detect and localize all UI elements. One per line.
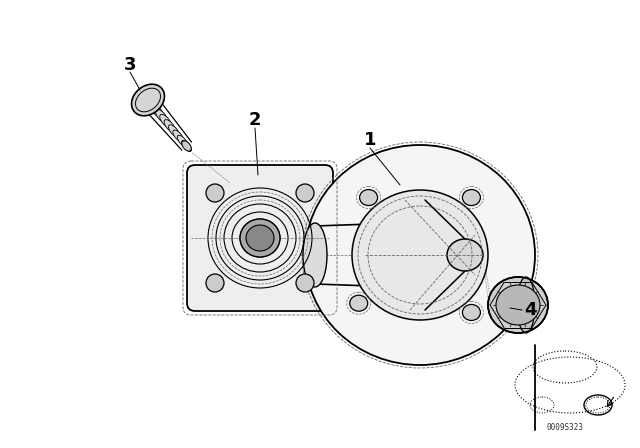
Text: 1: 1 [364, 131, 376, 149]
Text: 0009S323: 0009S323 [547, 422, 584, 431]
Ellipse shape [463, 190, 481, 206]
Ellipse shape [496, 285, 540, 325]
Ellipse shape [164, 120, 175, 133]
Ellipse shape [160, 114, 172, 128]
Ellipse shape [246, 225, 274, 251]
Ellipse shape [173, 130, 184, 142]
Ellipse shape [447, 239, 483, 271]
Ellipse shape [151, 104, 164, 118]
Ellipse shape [168, 125, 180, 137]
Ellipse shape [240, 219, 280, 257]
Ellipse shape [206, 184, 224, 202]
Ellipse shape [147, 99, 160, 113]
Ellipse shape [182, 140, 191, 151]
Ellipse shape [303, 223, 327, 287]
Ellipse shape [352, 190, 488, 320]
Ellipse shape [463, 305, 481, 320]
Ellipse shape [177, 135, 188, 147]
Ellipse shape [349, 295, 368, 311]
Ellipse shape [206, 274, 224, 292]
Ellipse shape [360, 190, 378, 206]
Text: 3: 3 [124, 56, 136, 74]
Ellipse shape [296, 184, 314, 202]
Text: 4: 4 [524, 301, 536, 319]
Ellipse shape [488, 277, 548, 333]
Ellipse shape [156, 109, 168, 123]
Ellipse shape [296, 274, 314, 292]
Text: 2: 2 [249, 111, 261, 129]
FancyBboxPatch shape [187, 165, 333, 311]
Ellipse shape [517, 277, 535, 333]
Ellipse shape [132, 84, 164, 116]
Ellipse shape [182, 141, 191, 151]
Ellipse shape [305, 145, 535, 365]
